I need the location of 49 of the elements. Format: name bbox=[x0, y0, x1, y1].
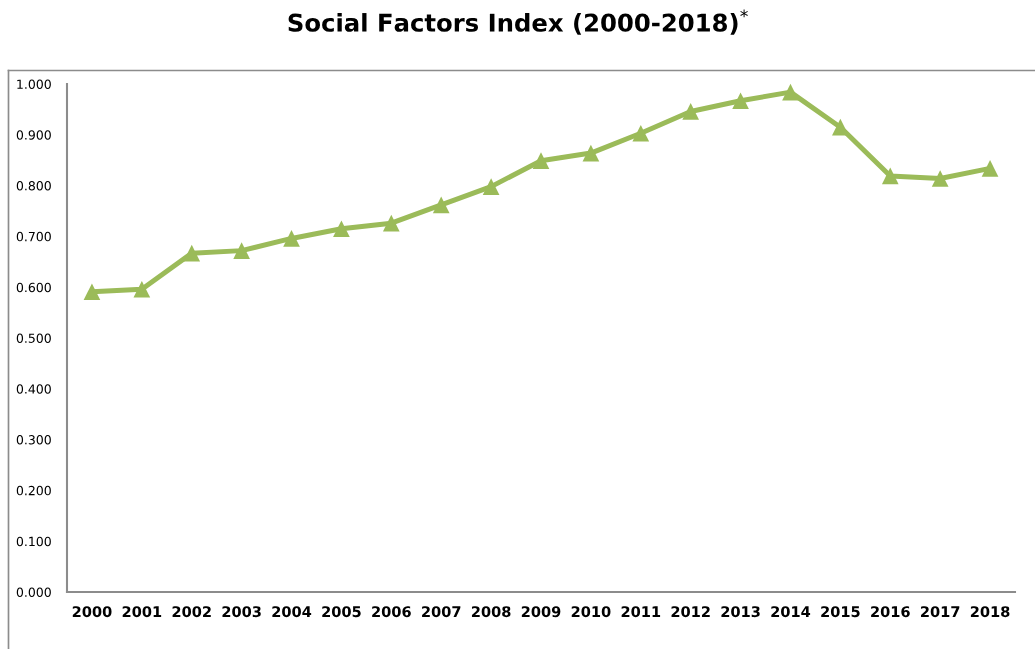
point bbox=[432, 196, 450, 214]
x-tick-label: 2012 bbox=[671, 606, 710, 618]
x-tick-label: 2015 bbox=[821, 606, 860, 618]
y-tick-label: 0.100 bbox=[16, 536, 51, 547]
x-tick-label: 2010 bbox=[571, 606, 611, 618]
y-tick-label: 0.200 bbox=[16, 485, 51, 496]
point bbox=[83, 283, 101, 301]
y-tick-label: 0.600 bbox=[16, 282, 51, 293]
point bbox=[482, 178, 500, 195]
x-tick-label: 2013 bbox=[721, 606, 760, 618]
x-tick-label: 2014 bbox=[771, 606, 811, 618]
y-tick-label: 0.500 bbox=[16, 333, 51, 343]
chart-title: Social Factors Index (2000-2018)$^{*}$ bbox=[288, 9, 748, 35]
x-tick-label: 2011 bbox=[621, 606, 661, 618]
point bbox=[782, 83, 799, 101]
point bbox=[133, 280, 151, 298]
point bbox=[183, 244, 201, 262]
point bbox=[382, 214, 400, 232]
x-tick-label: 2003 bbox=[222, 606, 261, 618]
y-tick-label: 1.000 bbox=[17, 79, 51, 89]
x-tick-label: 2001 bbox=[122, 606, 162, 618]
point bbox=[283, 230, 300, 247]
x-tick-label: 2018 bbox=[970, 606, 1010, 618]
y-tick-label: 0.700 bbox=[16, 231, 51, 242]
x-tick-label: 2004 bbox=[272, 606, 312, 618]
x-tick-label: 2002 bbox=[172, 606, 211, 618]
point bbox=[582, 144, 600, 162]
x-tick-label: 2009 bbox=[521, 606, 561, 618]
point bbox=[532, 152, 550, 170]
point bbox=[333, 220, 350, 238]
x-tick-label: 2005 bbox=[322, 606, 361, 618]
point bbox=[682, 103, 700, 120]
y-tick-label: 0.300 bbox=[16, 435, 51, 445]
y-tick-label: 0.900 bbox=[16, 130, 51, 140]
point bbox=[881, 167, 899, 185]
x-tick-label: 2017 bbox=[921, 606, 960, 618]
x-tick-label: 2008 bbox=[471, 606, 511, 618]
x-tick-label: 2006 bbox=[372, 606, 411, 618]
y-tick-label: 0.400 bbox=[16, 384, 51, 394]
point bbox=[632, 124, 650, 142]
point bbox=[931, 170, 949, 187]
x-tick-label: 2007 bbox=[422, 606, 461, 618]
y-tick-label: 0.800 bbox=[16, 181, 51, 191]
point bbox=[233, 242, 250, 259]
y-tick-label: 0.000 bbox=[16, 587, 51, 597]
point bbox=[732, 92, 749, 110]
point bbox=[981, 159, 999, 177]
x-tick-label: 2016 bbox=[871, 606, 910, 618]
x-tick-label: 2000 bbox=[72, 606, 112, 618]
